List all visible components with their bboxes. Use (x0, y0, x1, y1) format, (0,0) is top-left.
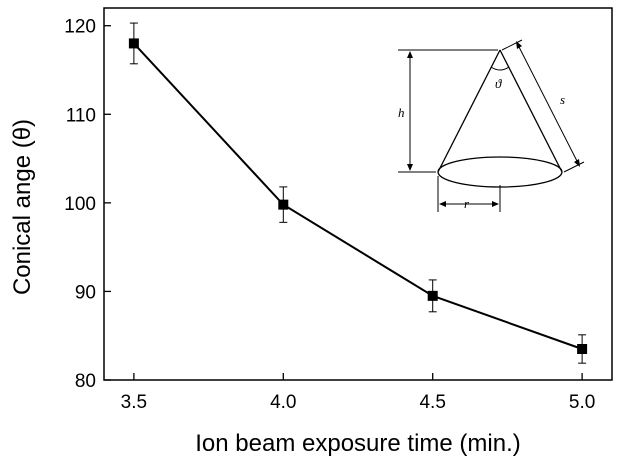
y-tick-label: 100 (64, 194, 96, 215)
inset-label-h: h (398, 105, 405, 120)
data-series (128, 22, 588, 364)
y-tick-label: 90 (75, 282, 96, 303)
slant-extension-bottom (563, 161, 585, 173)
data-point-marker (427, 290, 438, 301)
y-axis-title: Conical ange (θ) (9, 119, 36, 295)
data-point-marker (128, 38, 139, 49)
cone-base (437, 156, 563, 188)
y-tick-label: 80 (75, 371, 96, 392)
slant-extension-top (501, 39, 523, 51)
inset-label-s: s (560, 92, 565, 107)
inset-label-r: r (464, 196, 470, 211)
x-tick-label: 3.5 (121, 392, 147, 413)
x-tick-label: 4.5 (419, 392, 445, 413)
x-axis-title: Ion beam exposure time (min.) (195, 430, 520, 457)
data-point-marker (278, 199, 289, 210)
x-axis-ticks: 3.5 4.0 4.5 5.0 (121, 373, 595, 413)
cone-left-side (437, 49, 501, 173)
slant-arrow-top (516, 41, 522, 49)
y-tick-label: 110 (66, 105, 96, 126)
inset-label-angle: ϑ (495, 76, 502, 91)
slant-dimension-line (516, 42, 580, 166)
height-arrow-bottom (407, 164, 413, 171)
slant-arrow-bottom (574, 159, 580, 167)
y-axis-ticks: 80 90 100 110 120 (64, 17, 111, 392)
cone-right-side (499, 49, 563, 173)
height-arrow-top (407, 51, 413, 58)
data-point-marker (577, 344, 588, 354)
series-line (133, 42, 583, 350)
radius-arrow-left (439, 201, 446, 207)
plot-frame (103, 7, 613, 381)
radius-arrow-right (492, 201, 499, 207)
y-tick-label: 120 (64, 17, 96, 38)
apex-angle-arc (490, 66, 510, 71)
x-tick-label: 4.0 (270, 392, 296, 413)
cone-diagram-inset: h s r ϑ (398, 39, 585, 212)
x-tick-label: 5.0 (569, 392, 595, 413)
